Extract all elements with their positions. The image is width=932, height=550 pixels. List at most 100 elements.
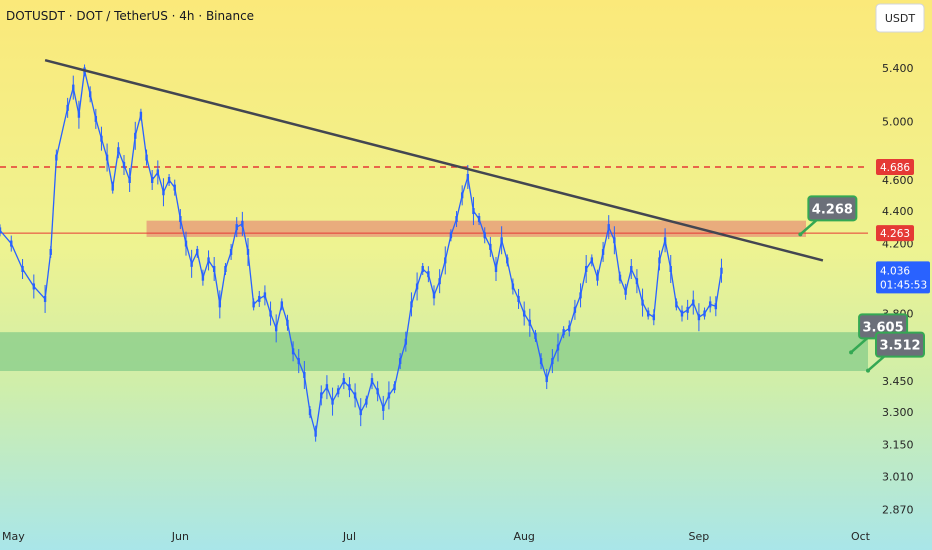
price-point [212,265,216,272]
price-point [353,392,357,399]
price-segment [83,70,91,95]
price-series [0,64,723,442]
price-segment [309,411,317,434]
price-callout[interactable]: 3.512 [866,331,925,373]
price-point [173,184,176,191]
price-segment [489,246,497,270]
price-segment [44,251,52,300]
price-segment [636,281,644,303]
price-point [291,348,295,355]
price-segment [501,240,508,261]
price-segment [602,226,610,253]
x-tick-label: Jun [171,530,189,543]
price-segment [314,395,322,434]
price-point [506,257,509,264]
x-tick-label: Oct [851,530,871,543]
current-price-label: 4.036 [880,265,910,277]
price-point [286,319,289,326]
price-segment [219,268,227,305]
price-segment [303,374,311,413]
price-segment [264,295,272,314]
price-point [258,295,261,302]
price-point [150,176,154,183]
price-segment [55,107,69,158]
price-segment [128,135,136,181]
bar-countdown-label: 01:45:53 [880,279,927,291]
currency-button[interactable]: USDT [875,3,925,33]
price-segment [134,114,142,136]
price-segment [579,268,587,296]
price-segment [185,243,193,265]
price-segment [715,270,723,307]
price-segment [596,251,604,278]
price-segment [461,176,469,196]
price-segment [213,268,221,305]
price-point [511,283,515,290]
price-segment [72,87,80,115]
price-segment [670,268,678,305]
y-tick-label: 3.010 [882,470,914,483]
x-tick-label: Jul [342,530,356,543]
price-point [449,232,453,239]
price-point [387,392,391,399]
price-callout[interactable]: 4.268 [798,195,858,237]
y-tick-label: 5.400 [882,62,914,75]
price-segment [405,304,413,342]
price-segment [625,268,632,292]
price-zone [146,220,806,237]
price-segment [241,223,249,253]
price-tag-label: 4.686 [880,162,910,174]
price-tag-label: 4.263 [880,228,910,240]
currency-button-label: USDT [885,12,916,25]
price-segment [275,304,283,329]
price-segment [281,304,289,323]
price-segment [33,286,46,300]
price-segment [157,172,165,193]
price-segment [78,70,86,115]
price-segment [613,240,621,278]
price-segment [658,240,666,261]
price-segment [174,187,182,220]
price-callout-label: 4.268 [812,202,853,217]
price-segment [286,322,294,352]
price-tag-resistance: 4.686 [876,159,914,176]
price-segment [467,176,475,212]
trendline[interactable] [44,58,824,262]
price-segment [95,118,103,139]
price-point [325,384,329,391]
x-tick-label: May [2,530,25,543]
price-segment [506,260,514,287]
price-segment [653,260,661,318]
price-callout-label: 3.512 [879,339,920,354]
y-tick-label: 4.600 [882,174,914,187]
price-point [72,84,75,91]
price-segment [112,150,120,188]
price-segment [439,260,446,282]
price-segment [179,218,187,244]
x-tick-label: Sep [689,530,710,543]
y-tick-label: 2.870 [882,504,914,517]
y-tick-label: 4.400 [882,205,914,218]
y-tick-label: 3.150 [882,439,914,452]
y-tick-label: 3.300 [882,406,914,419]
y-tick-label: 5.000 [882,116,914,129]
price-point [444,257,447,264]
price-segment [100,138,108,158]
price-point [720,267,723,274]
price-segment [365,380,373,402]
price-segment [444,235,452,261]
price-point [94,115,98,122]
price-segment [534,335,542,362]
price-point [348,384,351,391]
price-segment [140,114,148,158]
price-callout-label: 3.605 [863,320,904,335]
price-segment [393,360,401,388]
price-segment [399,341,407,362]
price-point [117,147,120,154]
price-point [235,224,238,231]
price-point [263,292,267,299]
price-segment [0,229,12,244]
